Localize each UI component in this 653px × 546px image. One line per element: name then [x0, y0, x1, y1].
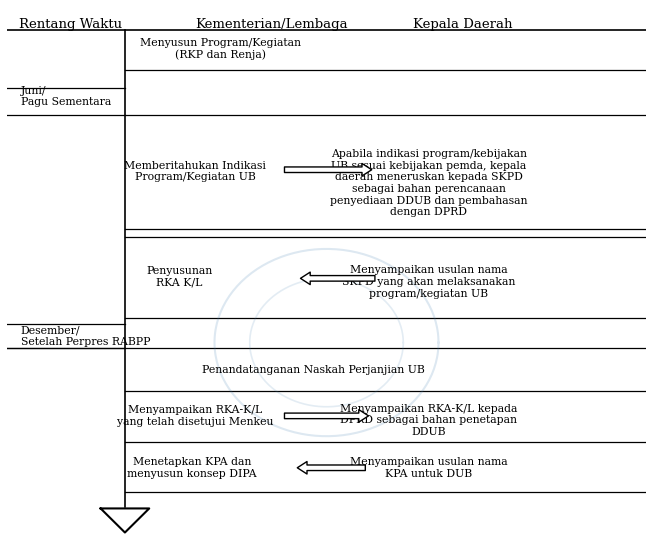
Text: Menyampaikan RKA-K/L
yang telah disetujui Menkeu: Menyampaikan RKA-K/L yang telah disetuju…	[117, 405, 274, 426]
Text: Menyampaikan usulan nama
SKPD yang akan melaksanakan
program/kegiatan UB: Menyampaikan usulan nama SKPD yang akan …	[342, 265, 516, 299]
Text: Menyampaikan RKA-K/L kepada
DPRD sebagai bahan penetapan
DDUB: Menyampaikan RKA-K/L kepada DPRD sebagai…	[340, 403, 518, 437]
Text: Menetapkan KPA dan
menyusun konsep DIPA: Menetapkan KPA dan menyusun konsep DIPA	[127, 457, 257, 479]
FancyArrowPatch shape	[297, 461, 365, 474]
Polygon shape	[101, 508, 150, 532]
Text: Penandatanganan Naskah Perjanjian UB: Penandatanganan Naskah Perjanjian UB	[202, 365, 425, 376]
Text: Kepala Daerah: Kepala Daerah	[413, 17, 513, 31]
Text: Rentang Waktu: Rentang Waktu	[20, 17, 123, 31]
FancyArrowPatch shape	[285, 163, 372, 176]
Text: Penyusunan
RKA K/L: Penyusunan RKA K/L	[146, 266, 212, 288]
Text: Menyampaikan usulan nama
KPA untuk DUB: Menyampaikan usulan nama KPA untuk DUB	[350, 457, 507, 479]
Text: Apabila indikasi program/kebijakan
UB sesuai kebijakan pemda, kepala
daerah mene: Apabila indikasi program/kebijakan UB se…	[330, 149, 528, 217]
Text: Menyusun Program/Kegiatan
(RKP dan Renja): Menyusun Program/Kegiatan (RKP dan Renja…	[140, 38, 302, 61]
FancyArrowPatch shape	[300, 272, 375, 284]
Text: Desember/
Setelah Perpres RABPP: Desember/ Setelah Perpres RABPP	[21, 325, 150, 347]
Text: Memberitahukan Indikasi
Program/Kegiatan UB: Memberitahukan Indikasi Program/Kegiatan…	[124, 161, 266, 182]
Text: Kementerian/Lembaga: Kementerian/Lembaga	[195, 17, 348, 31]
Text: Juni/
Pagu Sementara: Juni/ Pagu Sementara	[21, 86, 111, 107]
FancyArrowPatch shape	[285, 410, 368, 422]
